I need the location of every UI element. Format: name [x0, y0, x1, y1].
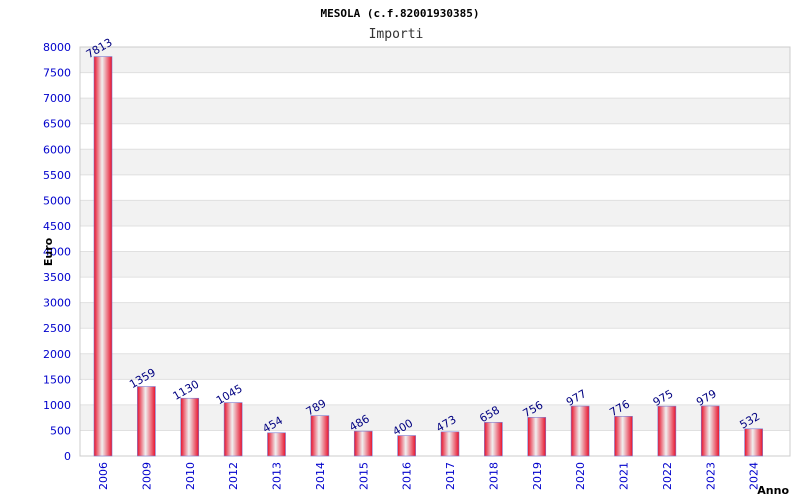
x-tick-label: 2023	[704, 462, 717, 490]
grid-band	[80, 98, 790, 124]
bars-group	[93, 56, 763, 457]
y-tick-label: 0	[64, 450, 71, 463]
grid-band	[80, 251, 790, 278]
x-tick-label: 2006	[97, 462, 110, 490]
bar	[657, 405, 677, 457]
y-axis-label: Euro	[42, 237, 55, 266]
bar	[310, 415, 330, 457]
x-axis-label: Anno	[757, 484, 789, 497]
y-tick-label: 7000	[43, 92, 71, 105]
x-axis: 2006 2009 2010 2012 2013 2014 2015 2016 2017 2018…	[97, 462, 761, 490]
bar	[700, 405, 720, 457]
bar	[614, 416, 633, 457]
y-tick-label: 5000	[43, 194, 71, 207]
y-tick-label: 5500	[43, 169, 71, 182]
y-tick-label: 500	[50, 424, 71, 437]
grid-band	[80, 149, 790, 175]
y-tick-label: 7500	[43, 67, 71, 80]
plot-background	[79, 46, 791, 457]
chart-subtitle: Importi	[369, 27, 424, 42]
y-tick-label: 2500	[43, 322, 71, 335]
y-tick-label: 1000	[43, 399, 71, 412]
x-tick-label: 2016	[401, 462, 414, 490]
bar	[137, 386, 156, 457]
y-tick-label: 6500	[43, 118, 71, 131]
x-tick-label: 2017	[444, 462, 457, 490]
bar	[353, 430, 373, 457]
bar	[223, 402, 243, 457]
grid-band	[80, 302, 790, 329]
x-tick-label: 2013	[271, 462, 284, 490]
bar	[484, 422, 503, 457]
y-tick-label: 3000	[43, 297, 71, 310]
grid-band	[80, 200, 790, 226]
x-tick-label: 2014	[314, 462, 327, 490]
y-tick-label: 1500	[43, 373, 71, 386]
x-tick-label: 2019	[531, 462, 544, 490]
grid-band	[80, 47, 790, 73]
chart-title: MESOLA (c.f.82001930385)	[321, 7, 480, 20]
y-tick-label: 6000	[43, 143, 71, 156]
bar	[397, 435, 416, 457]
x-tick-label: 2012	[227, 462, 240, 490]
bar	[527, 417, 547, 457]
grid-band	[80, 353, 790, 380]
bar	[93, 56, 113, 457]
x-tick-label: 2022	[661, 462, 674, 490]
x-tick-label: 2010	[184, 462, 197, 490]
bar	[440, 431, 460, 457]
y-tick-label: 2000	[43, 348, 71, 361]
x-tick-label: 2020	[574, 462, 587, 490]
x-tick-label: 2015	[357, 462, 370, 490]
y-tick-label: 4000	[43, 246, 71, 259]
plot-frame	[79, 46, 791, 457]
bar	[744, 428, 763, 457]
y-tick-label: 4500	[43, 220, 71, 233]
y-axis: 0 500 1000 1500 2000 2500 3000 3500 4000 4500 5000…	[43, 41, 71, 463]
y-tick-label: 8000	[43, 41, 71, 54]
bar	[570, 405, 590, 457]
x-tick-label: 2009	[140, 462, 153, 490]
bar	[180, 397, 200, 457]
x-tick-label: 2024	[748, 462, 761, 490]
x-tick-label: 2021	[618, 462, 631, 490]
y-tick-label: 3500	[43, 271, 71, 284]
bar	[267, 432, 286, 457]
x-tick-label: 2018	[487, 462, 500, 490]
